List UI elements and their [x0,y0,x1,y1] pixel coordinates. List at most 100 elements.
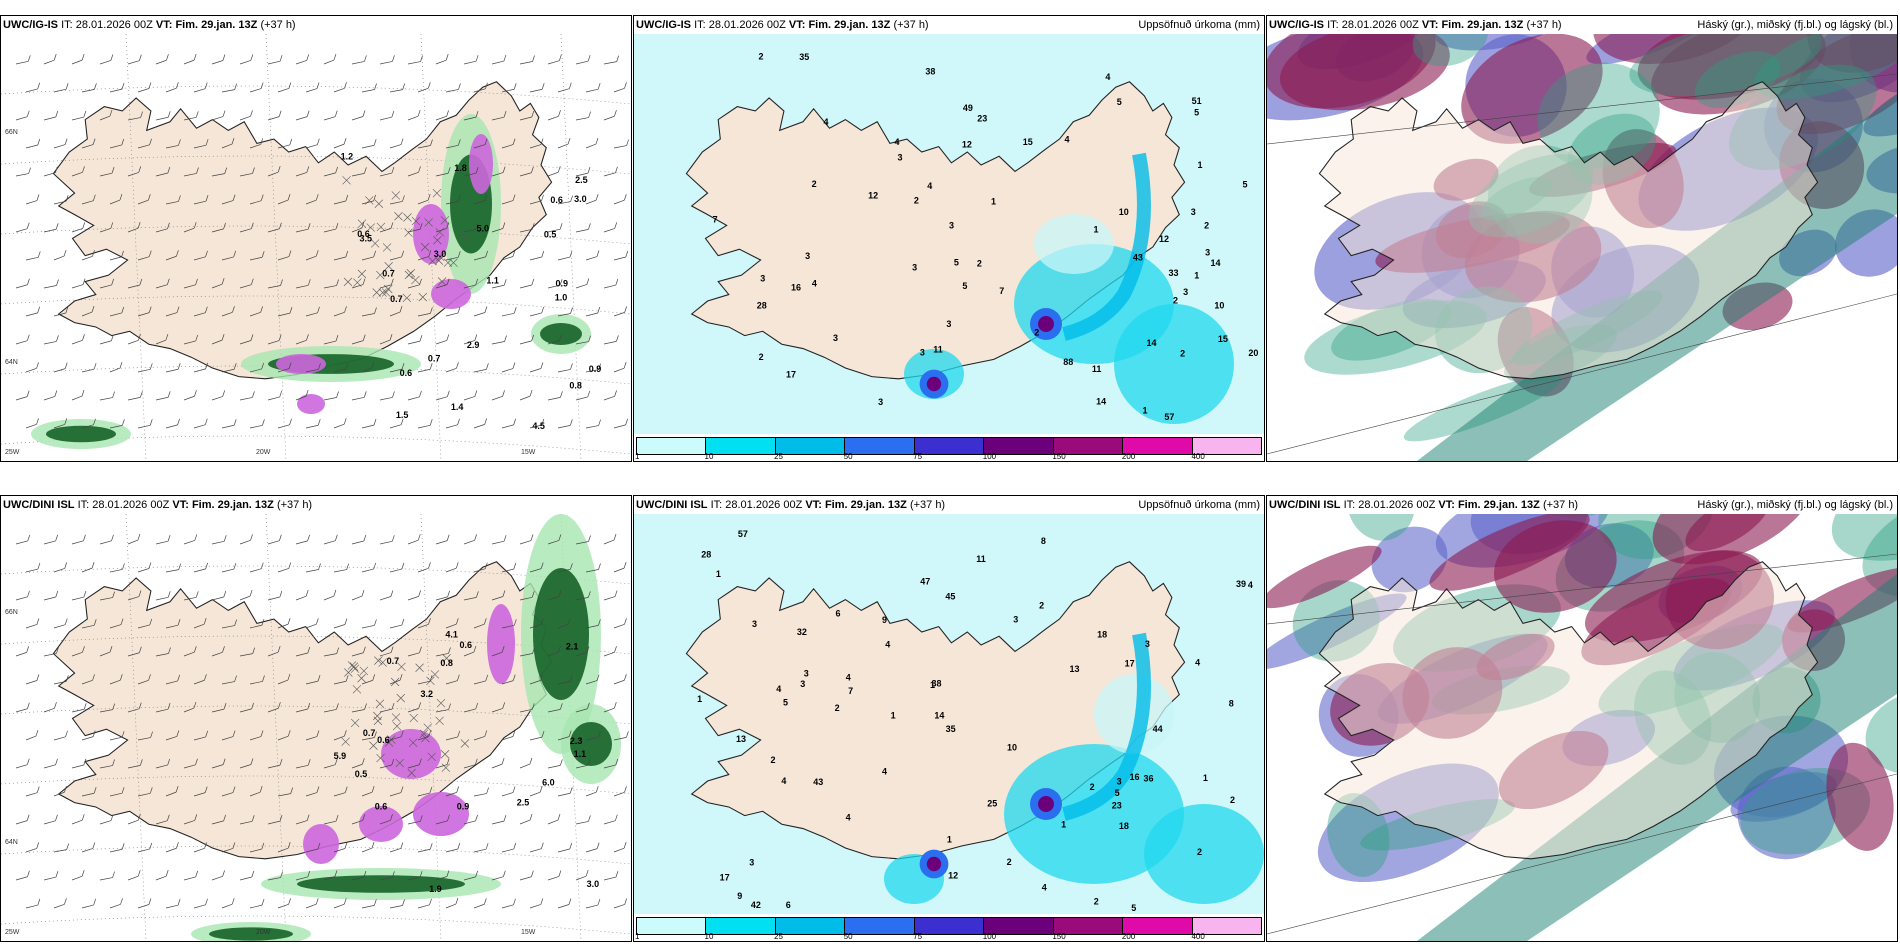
wind-barb [165,87,177,93]
wind-barb-feather [373,194,376,201]
wind-barb-feather [616,55,620,62]
wind-barb-feather [112,703,116,710]
wind-barb [519,395,531,401]
wind-barb-feather [624,674,627,681]
precip-value-label: 44 [1153,724,1163,734]
wind-barb [333,848,346,853]
wind-barb [193,312,206,317]
wind-barb-feather [475,870,478,878]
wind-barb [127,397,141,401]
hatch-mark [432,188,442,198]
wind-barb [15,284,28,289]
wind-barb [53,88,67,93]
hatch-mark [376,753,385,763]
wind-barb-feather [287,842,291,849]
wind-barb-feather [484,138,488,145]
wind-barb [491,116,505,121]
wind-barb-feather [567,137,571,145]
wind-barb-feather [529,390,533,397]
wind-barb [25,367,37,373]
wind-barb [613,87,625,93]
wind-barb [127,596,140,601]
wind-barb-feather [139,646,142,653]
wind-barb-feather [428,250,432,257]
wind-barb-feather [233,419,237,426]
wind-barb-feather [343,898,347,905]
snow-blob [381,729,441,779]
precip-value-label: 5 [1243,179,1248,189]
wind-barb-feather [570,195,573,202]
wind-barb-feather [532,647,535,654]
wind-barb-feather [475,223,479,230]
wind-barb [613,199,625,205]
wind-barb-feather [419,646,422,653]
wind-barb-feather [615,758,619,766]
wind-barb [445,623,457,629]
wind-barb-feather [289,306,293,314]
wind-barb-feather [625,418,628,425]
wind-barb [585,199,597,205]
wind-barb-feather [361,589,365,597]
wind-barb [361,905,375,909]
wind-barb [127,227,139,233]
wind-barb [53,624,66,629]
longitude-line [420,514,442,941]
wind-barb-feather [448,703,451,710]
wind-barb [109,199,121,205]
wind-barb [193,847,205,853]
wind-barb-feather [37,306,40,314]
wind-barb [557,904,570,909]
wind-value-label: 0.9 [555,279,568,289]
wind-barb-feather [613,702,617,709]
wind-barb-feather [194,814,198,821]
precip-map: 1 2 3 2 2 2 4 3 2 4 4 5 3 2 3 1 1 1 2 3 3 4 5 7 28 2 3 5 3 3 3 12 10 11 7 1… [634,34,1264,461]
snow-blob [413,204,449,264]
wind-barb [71,819,83,825]
wind-barb [295,60,307,65]
wind-barb [277,679,289,685]
wind-barb [407,115,419,121]
wind-barb-feather [446,758,450,765]
wind-barb [463,651,475,657]
cloud-patch [1584,550,1763,643]
wind-barb-feather [93,898,97,906]
wind-barb [43,59,55,65]
wind-barb [15,876,28,881]
wind-barb-feather [55,110,59,118]
wind-barb-feather [221,278,225,285]
wind-barb-feather [598,619,601,626]
wind-barb-feather [588,111,591,118]
wind-barb-feather [455,562,459,569]
wind-barb-feather [541,731,545,738]
wind-barb [361,847,373,853]
wind-barb-feather [512,786,516,793]
precip-title: Uppsöfnuð úrkoma (mm) [1138,499,1260,511]
wind-barb [305,792,318,797]
wind-barb [491,820,505,825]
precip-value-label: 3 [912,262,917,272]
wind-barb [473,200,486,205]
dark-green-zone [540,323,582,345]
snow-blob [276,354,326,374]
wind-barb [239,115,251,121]
wind-barb-feather [234,675,237,682]
wind-barb [473,736,485,741]
wind-barb [379,228,392,233]
wind-barb-feather [138,590,142,597]
wind-barb [221,903,233,909]
wind-barb-feather [122,563,125,570]
wind-barb-feather [111,167,115,174]
wind-barb-feather [457,418,460,425]
wind-barb-feather [232,306,235,313]
wind-barb [473,903,485,909]
precip-value-label: 7 [713,215,718,225]
wind-barb [305,736,318,741]
hatch-mark [460,739,470,748]
wind-barb [53,424,65,429]
wind-barb-feather [232,842,236,849]
legend-swatch [775,438,846,454]
wind-barb [137,256,150,261]
wind-barb-feather [400,138,404,145]
wind-barb [193,368,206,373]
wind-barb-feather [512,730,516,737]
